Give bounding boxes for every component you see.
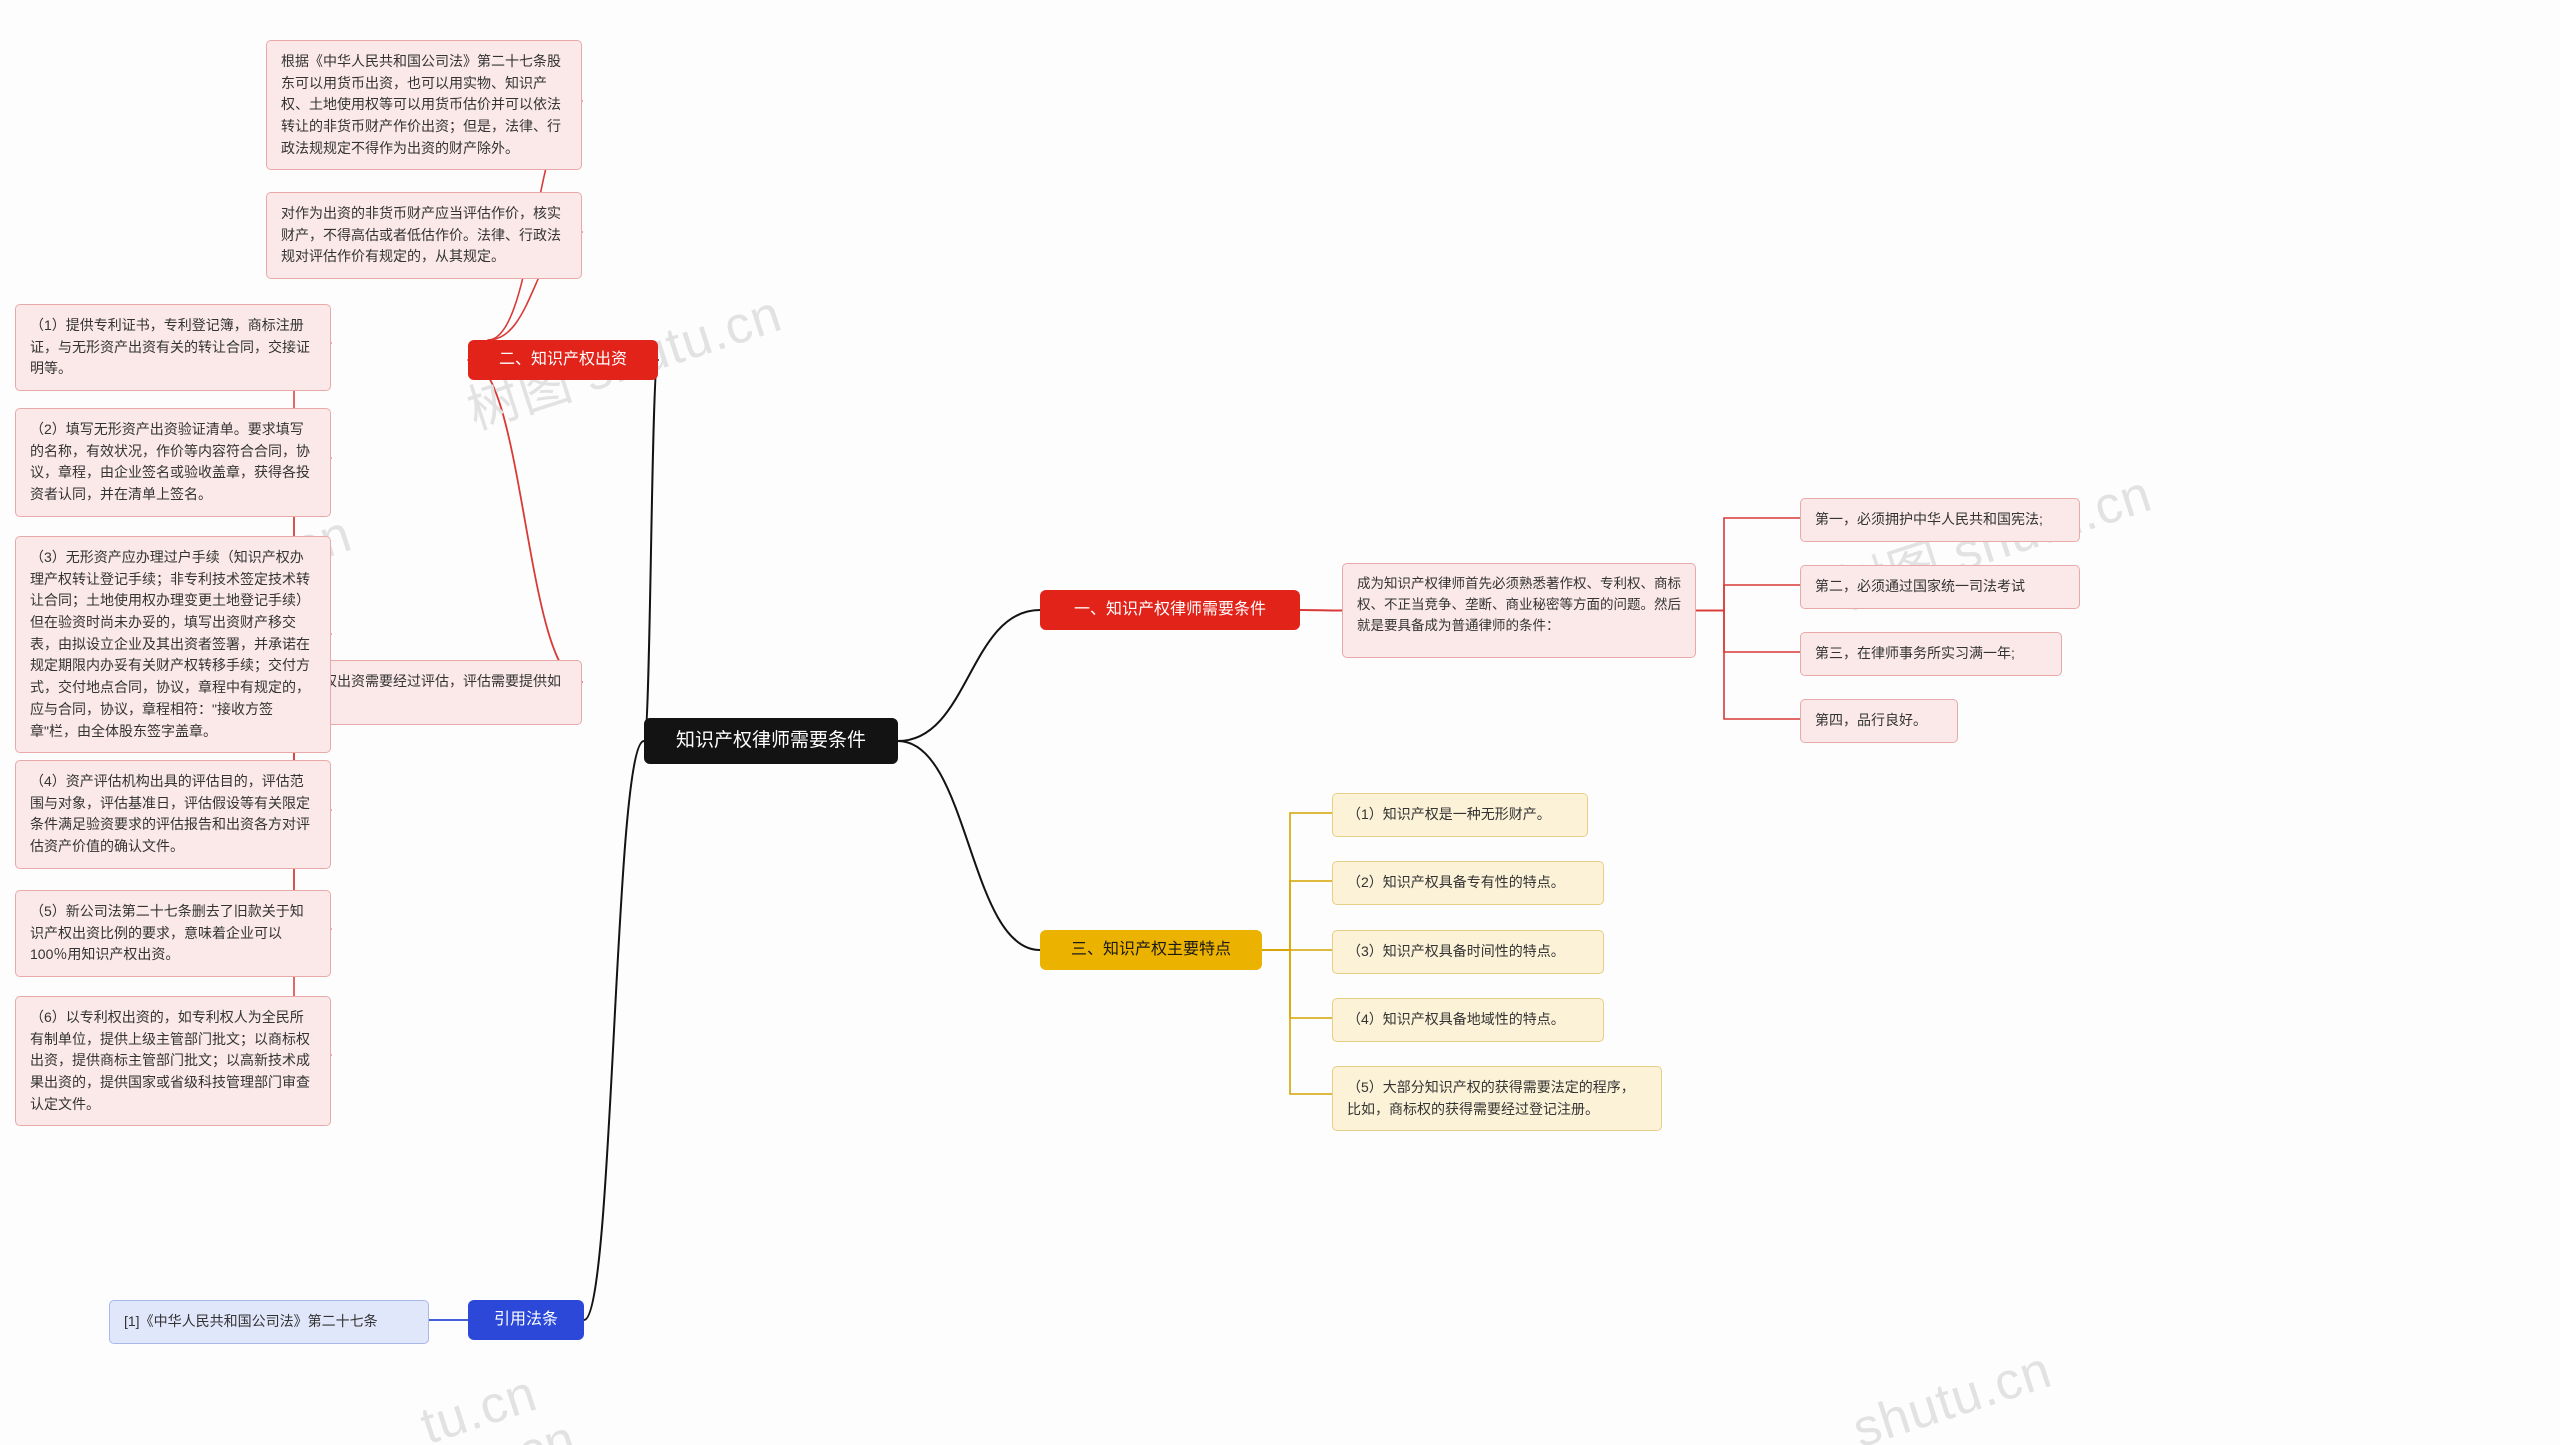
branch3-leaf: （4）知识产权具备地域性的特点。	[1332, 998, 1604, 1042]
branch1-leaf: 第四，品行良好。	[1800, 699, 1958, 743]
branch2-material-item: （3）无形资产应办理过户手续（知识产权办理产权转让登记手续；非专利技术签定技术转…	[15, 536, 331, 753]
watermark: utu.cn	[424, 1409, 583, 1445]
branch-b3: 三、知识产权主要特点	[1040, 930, 1262, 970]
branch-b2: 二、知识产权出资	[468, 340, 658, 380]
branch2-material-item: （5）新公司法第二十七条删去了旧款关于知识产权出资比例的要求，意味着企业可以10…	[15, 890, 331, 977]
branch1-leaf: 第二，必须通过国家统一司法考试	[1800, 565, 2080, 609]
branch2-material-item: （4）资产评估机构出具的评估目的，评估范围与对象，评估基准日，评估假设等有关限定…	[15, 760, 331, 869]
branch3-leaf: （5）大部分知识产权的获得需要法定的程序，比如，商标权的获得需要经过登记注册。	[1332, 1066, 1662, 1131]
root-node: 知识产权律师需要条件	[644, 718, 898, 764]
branch3-leaf: （2）知识产权具备专有性的特点。	[1332, 861, 1604, 905]
branch4-citation: [1]《中华人民共和国公司法》第二十七条	[109, 1300, 429, 1344]
branch2-material-item: （6）以专利权出资的，如专利权人为全民所有制单位，提供上级主管部门批文；以商标权…	[15, 996, 331, 1126]
branch-b4: 引用法条	[468, 1300, 584, 1340]
watermark: tu.cn	[414, 1363, 545, 1445]
branch1-leaf: 第一，必须拥护中华人民共和国宪法;	[1800, 498, 2080, 542]
branch1-leaf: 第三，在律师事务所实习满一年;	[1800, 632, 2062, 676]
watermark: shutu.cn	[1846, 1340, 2059, 1445]
branch2-note: 对作为出资的非货币财产应当评估作价，核实财产，不得高估或者低估作价。法律、行政法…	[266, 192, 582, 279]
branch1-description: 成为知识产权律师首先必须熟悉著作权、专利权、商标权、不正当竞争、垄断、商业秘密等…	[1342, 563, 1696, 658]
branch2-note: 根据《中华人民共和国公司法》第二十七条股东可以用货币出资，也可以用实物、知识产权…	[266, 40, 582, 170]
branch2-material-item: （1）提供专利证书，专利登记簿，商标注册证，与无形资产出资有关的转让合同，交接证…	[15, 304, 331, 391]
mindmap-canvas: 树图 shutu.cn树图 shutu.cn树图 shutu.cntu.cnut…	[0, 0, 2560, 1445]
branch-b1: 一、知识产权律师需要条件	[1040, 590, 1300, 630]
branch2-material-item: （2）填写无形资产出资验证清单。要求填写的名称，有效状况，作价等内容符合合同，协…	[15, 408, 331, 517]
root-label: 知识产权律师需要条件	[676, 727, 866, 756]
branch3-leaf: （1）知识产权是一种无形财产。	[1332, 793, 1588, 837]
branch3-leaf: （3）知识产权具备时间性的特点。	[1332, 930, 1604, 974]
